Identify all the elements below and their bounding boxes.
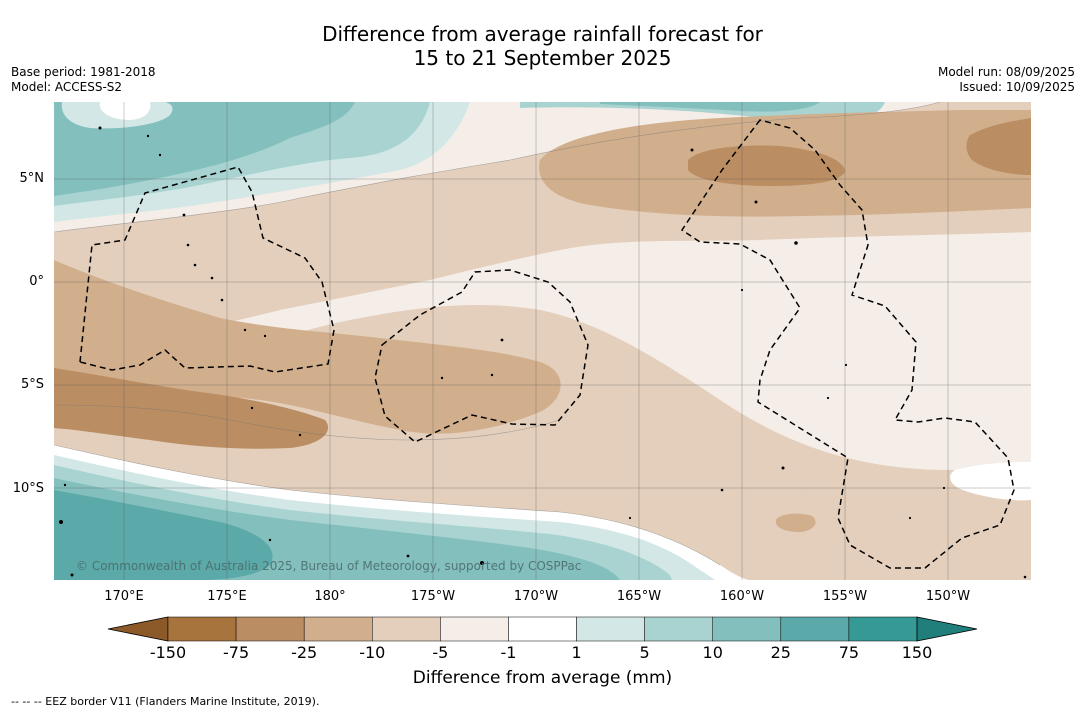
legend-title: Difference from average (mm) [412,668,673,688]
model-run: Model run: 08/09/2025 [937,65,1075,79]
lon-label: 180° [314,589,346,604]
colorbar-label: -75 [223,643,250,662]
lon-label: 175°E [207,589,247,604]
lon-label: 175°W [410,589,456,604]
lon-label: 150°W [925,589,971,604]
lon-label: 170°W [513,589,559,604]
colorbar-label: 5 [639,643,650,662]
model-name: Model: ACCESS-S2 [11,80,123,94]
colorbar-label: -25 [291,643,318,662]
dry-max-north [688,145,845,186]
colorbar-swatch [372,616,441,642]
islands [59,126,1027,579]
north-wet-patch-inner [99,102,151,120]
contour-lines [54,102,941,566]
lat-label-5n: 5°N [19,171,45,186]
colorbar-swatch [303,616,373,642]
colorbar-swatch [780,616,850,642]
colorbar-label: -1 [500,643,517,662]
colorbar-label: -10 [359,643,386,662]
lon-label: 155°W [822,589,868,604]
graticule [54,102,1031,580]
colorbar-low-extend [107,616,169,642]
colorbar [107,616,978,642]
map-title-line2: 15 to 21 September 2025 [413,46,672,70]
lat-label-10s: 10°S [12,481,44,496]
colorbar-swatch [576,616,645,642]
dry-patch-southeast [775,513,816,532]
colorbar-label: 75 [838,643,860,662]
eez-kiribati-gilbert [79,166,335,373]
colorbar-swatch [235,616,305,642]
south-wet-25 [54,490,273,580]
copyright-notice: © Commonwealth of Australia 2025, Bureau… [76,559,582,573]
lat-label-5s: 5°S [20,377,44,392]
colorbar-swatch [508,616,577,642]
lat-label-0: 0° [29,274,44,289]
colorbar-label: -150 [149,643,187,662]
colorbar-label: 1 [571,643,582,662]
colorbar-label: 10 [702,643,723,662]
map-title-line1: Difference from average rainfall forecas… [322,22,763,46]
colorbar-label: 25 [770,643,791,662]
issued-date: Issued: 10/09/2025 [959,80,1075,94]
eez-footnote: -- -- -- EEZ border V11 (Flanders Marine… [11,695,320,708]
colorbar-high-extend [916,616,978,642]
map-contours [54,102,1031,580]
dry-max-west [54,368,329,449]
colorbar-swatch [848,616,918,642]
colorbar-swatch [712,616,782,642]
colorbar-swatch [644,616,713,642]
colorbar-label: -5 [432,643,449,662]
colorbar-label: 150 [901,643,933,662]
lon-label: 165°W [616,589,662,604]
lon-label: 160°W [719,589,765,604]
base-period: Base period: 1981-2018 [11,65,156,79]
northeast-wet-inner [600,102,820,112]
dry-max-northeast [966,118,1031,175]
eez-borders [79,119,1015,569]
colorbar-swatch [440,616,509,642]
colorbar-swatch [167,616,237,642]
lon-label: 170°E [104,589,144,604]
